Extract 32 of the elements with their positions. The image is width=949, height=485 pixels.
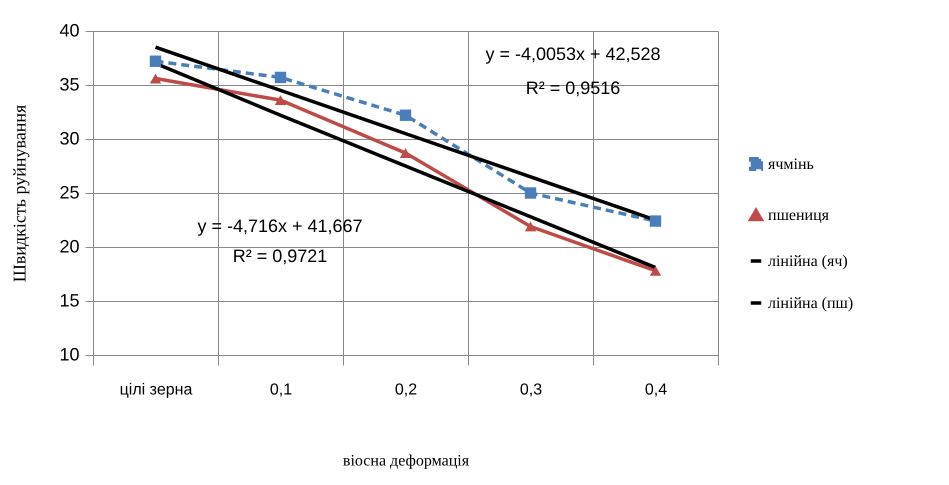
x-tick-label: 0,2 [394, 382, 418, 398]
point [650, 266, 662, 276]
point [274, 95, 286, 106]
y-tick-label: 20 [59, 236, 80, 256]
point [150, 56, 162, 67]
point [650, 215, 662, 227]
legend-label: пшениця [768, 207, 830, 224]
point [274, 72, 286, 84]
y-tick-label: 40 [59, 20, 80, 40]
annotation: y = -4,716x + 41,667 [197, 216, 363, 236]
legend-label: лінійна (яч) [768, 253, 848, 270]
x-axis-title: віосна деформація [342, 452, 470, 470]
x-tick-label: 0,1 [270, 382, 292, 398]
x-tick-label: цілі зерна [120, 382, 192, 398]
y-tick-label: 30 [59, 128, 80, 148]
annotation: R² = 0,9721 [232, 246, 328, 266]
point [150, 74, 162, 84]
point [400, 110, 412, 121]
y-tick-label: 15 [59, 290, 80, 310]
x-tick-label: 0,4 [644, 382, 668, 398]
point [524, 187, 536, 199]
y-tick-label: 25 [59, 182, 80, 202]
legend-label: лінійна (пш) [768, 295, 854, 312]
x-tick-label: 0,3 [520, 382, 542, 398]
annotation: y = -4,0053x + 42,528 [485, 44, 661, 64]
point [524, 222, 536, 232]
y-tick-label: 35 [59, 74, 80, 94]
legend-label: ячмінь [768, 156, 814, 173]
y-tick-label: 10 [59, 344, 80, 364]
point [400, 148, 412, 158]
y-axis-title: Швидкість руйнування [9, 104, 30, 282]
annotation: R² = 0,9516 [526, 78, 620, 98]
